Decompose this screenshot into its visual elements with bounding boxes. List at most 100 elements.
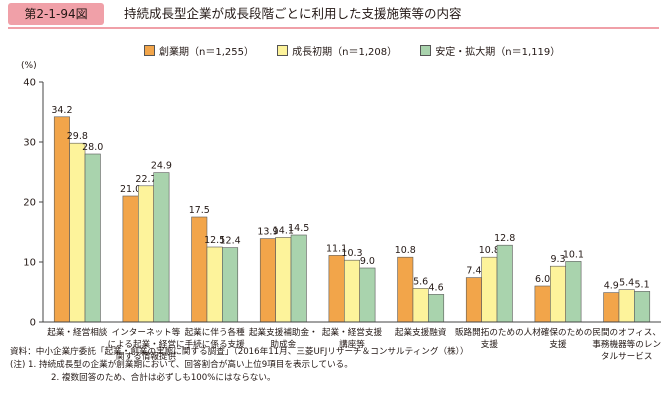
x-tick-label-line: 販路開拓のための bbox=[455, 326, 524, 338]
x-tick-label-line: 起業・経営相談 bbox=[47, 326, 108, 338]
bar-series-2 bbox=[343, 259, 360, 323]
data-label-series-1: 21.0 bbox=[120, 184, 141, 195]
data-label-series-3: 10.1 bbox=[563, 249, 584, 260]
bar-series-1 bbox=[53, 116, 70, 323]
bar-series-2 bbox=[275, 237, 292, 323]
y-tick-label: 0 bbox=[30, 318, 36, 329]
y-tick-label: 40 bbox=[23, 78, 36, 89]
data-label-series-2: 5.6 bbox=[413, 276, 428, 287]
bar-series-2 bbox=[69, 142, 86, 323]
x-tick-label-line: タルサービス bbox=[601, 351, 653, 362]
bar-series-3 bbox=[428, 294, 445, 323]
x-tick-label-line: 支援 bbox=[549, 338, 567, 350]
legend-label-series-1: 創業期 bbox=[159, 47, 189, 58]
x-tick-label-line: 事務機器等のレン bbox=[592, 338, 661, 350]
x-tick-label-line: 民間のオフィス、 bbox=[592, 327, 661, 338]
data-label-series-1: 11.1 bbox=[326, 243, 347, 254]
data-label-series-3: 9.0 bbox=[360, 256, 375, 267]
bar-series-3 bbox=[84, 153, 101, 323]
data-label-series-3: 14.5 bbox=[288, 223, 309, 234]
x-tick-label-line: 起業支援融資 bbox=[395, 326, 447, 338]
figure-title: 持続成長型企業が成長段階ごとに利用した支援施策等の内容 bbox=[124, 6, 462, 21]
bar-series-3 bbox=[222, 247, 239, 323]
data-label-series-2: 14.1 bbox=[273, 225, 294, 236]
y-axis-unit-label: (%) bbox=[21, 61, 37, 71]
data-label-series-2: 10.3 bbox=[341, 248, 362, 259]
data-label-series-1: 10.8 bbox=[395, 245, 416, 256]
legend-item-series-3: 安定・拡大期（n＝1,119） bbox=[420, 43, 560, 58]
bar-series-2 bbox=[412, 288, 429, 323]
bar-series-3 bbox=[565, 261, 582, 323]
x-tick-label: 販路開拓のための支援 bbox=[455, 326, 524, 350]
chart-legend: 創業期（n＝1,255） 成長初期（n＝1,208） 安定・拡大期（n＝1,11… bbox=[144, 43, 580, 58]
figure-number-badge: 第2-1-94図 bbox=[8, 3, 104, 25]
x-tick-label-line: 人材確保のための bbox=[524, 326, 593, 338]
bar-series-2 bbox=[206, 246, 223, 323]
x-tick-label: インターネット等による起業・経営に関する情報提供 bbox=[107, 326, 184, 362]
figure-notes: 資料：中小企業庁委託「起業・創業の実態に関する調査」（2016年11月、三菱UF… bbox=[10, 346, 469, 385]
x-tick-label-line: 支援 bbox=[481, 338, 499, 350]
x-tick-label-line: 手続に係る支援 bbox=[185, 338, 246, 350]
legend-swatch-series-1 bbox=[144, 45, 155, 56]
data-label-series-2: 10.8 bbox=[479, 245, 500, 256]
x-tick-label: 起業・経営支援講座等 bbox=[322, 326, 383, 350]
bar-series-1 bbox=[397, 256, 414, 323]
bar-series-2 bbox=[481, 256, 498, 323]
note-2: 2. 複数回答のため、合計は必ずしも100%にはならない。 bbox=[51, 373, 276, 383]
bar-series-2 bbox=[618, 289, 635, 323]
data-label-series-1: 7.4 bbox=[466, 266, 481, 277]
bar-series-2 bbox=[138, 185, 155, 323]
bar-series-1 bbox=[534, 285, 551, 323]
bar-series-1 bbox=[465, 277, 482, 323]
x-tick-label: 起業支援融資 bbox=[395, 326, 447, 338]
x-tick-label-line: インターネット等 bbox=[112, 326, 181, 338]
x-tick-label: 起業に伴う各種手続に係る支援 bbox=[185, 326, 246, 350]
x-tick-label: 人材確保のための支援 bbox=[524, 326, 593, 350]
y-tick-label: 30 bbox=[23, 138, 36, 149]
bar-series-3 bbox=[153, 172, 170, 323]
legend-item-series-1: 創業期（n＝1,255） bbox=[144, 43, 254, 58]
data-label-series-3: 28.0 bbox=[82, 142, 103, 153]
data-label-series-1: 13.9 bbox=[257, 227, 278, 238]
data-label-series-3: 5.1 bbox=[635, 279, 650, 290]
data-label-series-1: 34.2 bbox=[51, 105, 72, 116]
x-tick-label-line: 関する情報提供 bbox=[116, 350, 177, 362]
x-tick-label-line: 講座等 bbox=[339, 338, 365, 350]
data-label-series-1: 4.9 bbox=[604, 281, 619, 292]
data-label-series-3: 24.9 bbox=[151, 161, 172, 172]
bar-series-1 bbox=[328, 255, 345, 323]
source-note: 資料：中小企業庁委託「起業・創業の実態に関する調査」（2016年11月、三菱UF… bbox=[10, 347, 469, 357]
data-label-series-2: 5.4 bbox=[619, 278, 634, 289]
bar-series-3 bbox=[634, 291, 651, 323]
x-tick-label: 民間のオフィス、事務機器等のレンタルサービス bbox=[592, 327, 661, 362]
data-label-series-1: 6.0 bbox=[535, 274, 550, 285]
bar-series-3 bbox=[496, 244, 513, 323]
data-label-series-3: 12.4 bbox=[219, 236, 240, 247]
bar-series-1 bbox=[122, 195, 139, 323]
data-label-series-2: 22.7 bbox=[135, 174, 156, 185]
note-1: (注) 1. 持続成長型の企業が創業期において、回答割合が高い上位9項目を表示し… bbox=[10, 360, 353, 370]
x-tick-label: 起業支援補助金・助成金 bbox=[249, 326, 318, 350]
x-tick-label-line: 起業・経営支援 bbox=[322, 326, 383, 338]
x-tick-label-line: 起業に伴う各種 bbox=[185, 326, 246, 338]
data-label-series-2: 9.3 bbox=[550, 254, 565, 265]
legend-label-series-3: 安定・拡大期 bbox=[435, 47, 496, 58]
legend-swatch-series-3 bbox=[420, 45, 432, 56]
bar-series-1 bbox=[259, 238, 276, 323]
data-label-series-3: 4.6 bbox=[429, 282, 444, 293]
legend-label-series-2: 成長初期 bbox=[292, 47, 333, 58]
legend-item-series-2: 成長初期（n＝1,208） bbox=[277, 43, 397, 58]
data-label-series-2: 29.8 bbox=[67, 131, 88, 142]
y-tick-label: 20 bbox=[23, 198, 36, 209]
data-label-series-1: 17.5 bbox=[189, 205, 210, 216]
legend-swatch-series-2 bbox=[277, 45, 289, 56]
x-tick-label: 起業・経営相談 bbox=[47, 326, 108, 338]
legend-n-series-2: （n＝1,208） bbox=[332, 47, 398, 58]
bar-series-2 bbox=[549, 265, 566, 323]
x-tick-label-line: による起業・経営に bbox=[107, 338, 184, 350]
data-label-series-3: 12.8 bbox=[494, 233, 515, 244]
legend-n-series-1: （n＝1,255） bbox=[189, 47, 254, 58]
data-label-series-2: 12.5 bbox=[204, 235, 225, 246]
title-underline bbox=[8, 27, 659, 29]
